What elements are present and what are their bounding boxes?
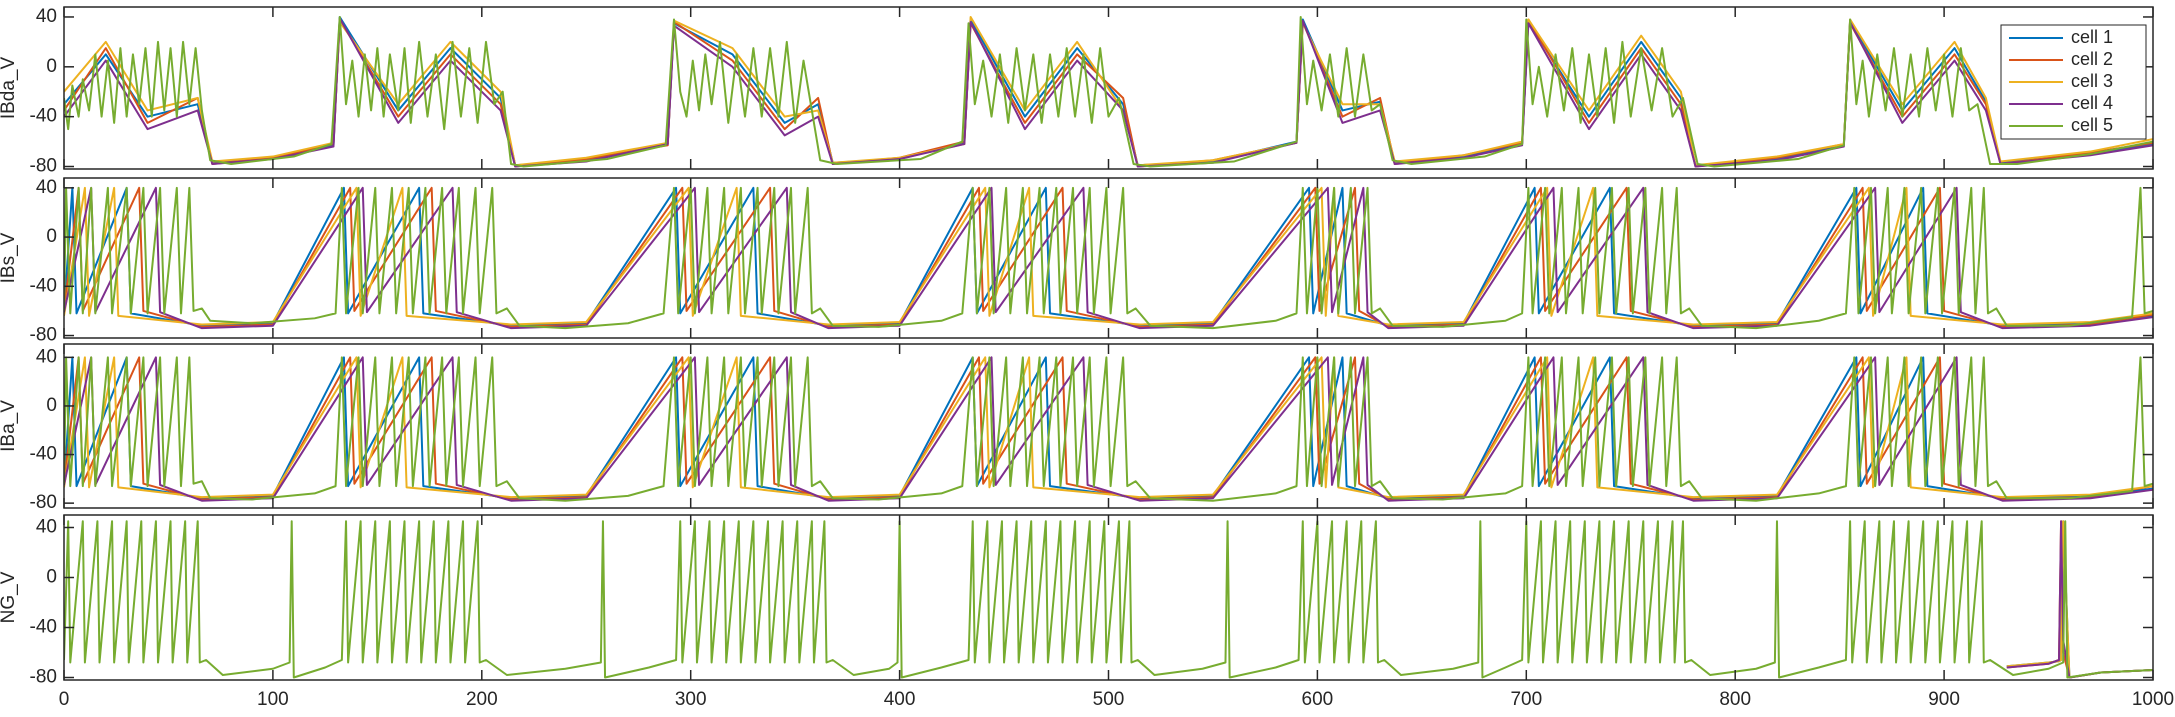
y-tick-label: 0	[46, 226, 57, 247]
y-tick-label: -80	[30, 156, 57, 177]
trace	[64, 356, 2153, 502]
legend-label: cell 1	[2071, 27, 2113, 47]
y-tick-label: 0	[46, 56, 57, 77]
y-tick-label: -40	[30, 275, 57, 296]
trace	[2006, 520, 2153, 679]
trace	[64, 15, 2153, 167]
x-tick-label: 300	[675, 689, 707, 710]
y-tick-label: -80	[30, 667, 57, 688]
y-tick-label: 0	[46, 395, 57, 416]
y-tick-label: -40	[30, 617, 57, 638]
y-axis-label: IBa_V	[0, 400, 19, 452]
trace	[64, 186, 2153, 327]
trace	[64, 15, 2153, 168]
x-tick-label: 400	[884, 689, 916, 710]
y-tick-label: -80	[30, 492, 57, 513]
y-tick-label: -40	[30, 444, 57, 465]
x-tick-label: 200	[466, 689, 498, 710]
trace	[2006, 520, 2153, 679]
y-tick-label: 40	[36, 517, 57, 538]
y-tick-label: -40	[30, 106, 57, 127]
y-axis-label: IBs_V	[0, 232, 19, 283]
trace	[64, 186, 2153, 328]
subplot: -80 -40 0 40 IBs_V	[0, 177, 2154, 346]
x-tick-label: 900	[1928, 689, 1960, 710]
trace	[64, 186, 2153, 330]
x-tick-label: 500	[1093, 689, 1125, 710]
trace	[64, 520, 2153, 679]
y-axis-label: IBda_V	[0, 57, 19, 120]
trace	[64, 356, 2153, 501]
y-tick-label: 40	[36, 177, 57, 198]
trace	[64, 17, 2153, 168]
y-tick-label: -80	[30, 325, 57, 346]
trace	[2006, 520, 2153, 679]
legend-label: cell 4	[2071, 93, 2113, 113]
trace	[2006, 520, 2153, 679]
x-tick-label: 1000	[2132, 689, 2174, 710]
legend-label: cell 2	[2071, 49, 2113, 69]
legend-label: cell 3	[2071, 71, 2113, 91]
subplot: -80 -40 0 40 IBa_V	[0, 343, 2154, 513]
x-axis-label: time (ms)	[1069, 715, 1148, 717]
trace	[64, 356, 2153, 502]
x-tick-label: 100	[257, 689, 289, 710]
x-tick-label: 800	[1719, 689, 1751, 710]
y-tick-label: 40	[36, 346, 57, 367]
x-tick-label: 0	[59, 689, 70, 710]
trace	[64, 186, 2153, 330]
y-tick-label: 0	[46, 567, 57, 588]
y-axis-label: NG_V	[0, 571, 19, 623]
trace	[64, 15, 2153, 167]
y-tick-label: 40	[36, 6, 57, 27]
trace	[64, 356, 2153, 500]
legend-label: cell 5	[2071, 115, 2113, 135]
x-tick-label: 600	[1302, 689, 1334, 710]
x-tick-label: 700	[1510, 689, 1542, 710]
